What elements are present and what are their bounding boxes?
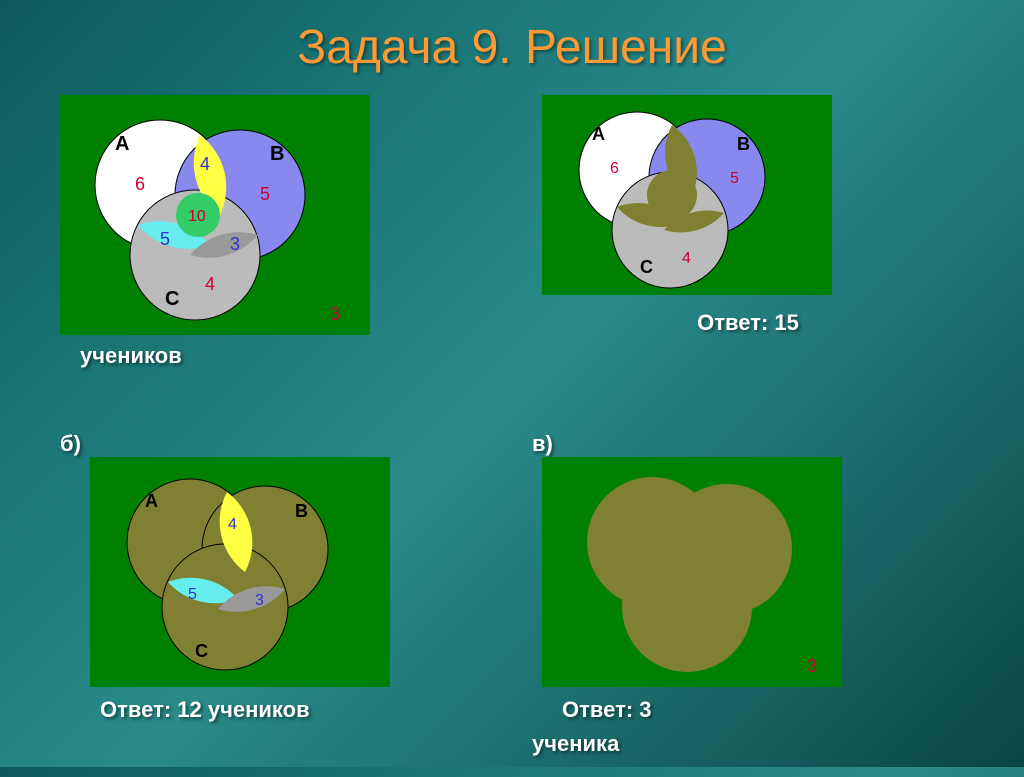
answer-v2: ученика — [532, 731, 964, 757]
svg-text:B: B — [295, 501, 308, 521]
val-bc: 3 — [230, 234, 240, 254]
venn-tr: A B C 6 5 4 — [542, 95, 832, 295]
svg-text:4: 4 — [228, 516, 237, 533]
svg-text:3: 3 — [255, 592, 264, 609]
prefix-v: в) — [532, 431, 964, 457]
val-b: 5 — [260, 184, 270, 204]
svg-text:5: 5 — [730, 170, 739, 187]
svg-text:C: C — [195, 641, 208, 661]
answer-a-suffix: учеников — [80, 343, 492, 369]
answer-v: Ответ: 3 — [562, 697, 652, 722]
answer-tr: Ответ: 15 — [532, 310, 964, 336]
svg-text:C: C — [640, 257, 653, 277]
svg-text:A: A — [145, 491, 158, 511]
val-ab: 4 — [200, 154, 210, 174]
label-c: C — [165, 288, 179, 310]
val-ac: 5 — [160, 229, 170, 249]
label-b: B — [270, 143, 284, 165]
svg-text:A: A — [592, 124, 605, 144]
val-c: 4 — [205, 274, 215, 294]
venn-v: 3 — [542, 457, 842, 687]
venn-b: A B C 4 5 3 — [90, 457, 390, 687]
label-a: A — [115, 133, 129, 155]
answer-b: Ответ: 12 учеников — [100, 697, 492, 723]
val-a: 6 — [135, 174, 145, 194]
svg-text:5: 5 — [188, 586, 197, 603]
venn-a: A B C 6 5 4 4 5 3 10 3 — [60, 95, 370, 335]
slide-title: Задача 9. Решение — [0, 0, 1024, 75]
val-out: 3 — [330, 304, 340, 324]
svg-text:6: 6 — [610, 160, 619, 177]
prefix-b: б) — [60, 431, 492, 457]
svg-text:B: B — [737, 134, 750, 154]
diagram-grid: A B C 6 5 4 4 5 3 10 3 учеников — [0, 75, 1024, 777]
panel-v: в) 3 Ответ: 3 ученика — [532, 431, 964, 757]
svg-text:4: 4 — [682, 250, 691, 267]
panel-a: A B C 6 5 4 4 5 3 10 3 учеников — [60, 95, 492, 421]
panel-b: б) A B C 4 5 3 Ответ: 12 учеников — [60, 431, 492, 757]
svg-text:3: 3 — [807, 656, 817, 676]
panel-top-right: A B C 6 5 4 Ответ: 15 — [532, 95, 964, 421]
val-abc: 10 — [188, 208, 206, 225]
